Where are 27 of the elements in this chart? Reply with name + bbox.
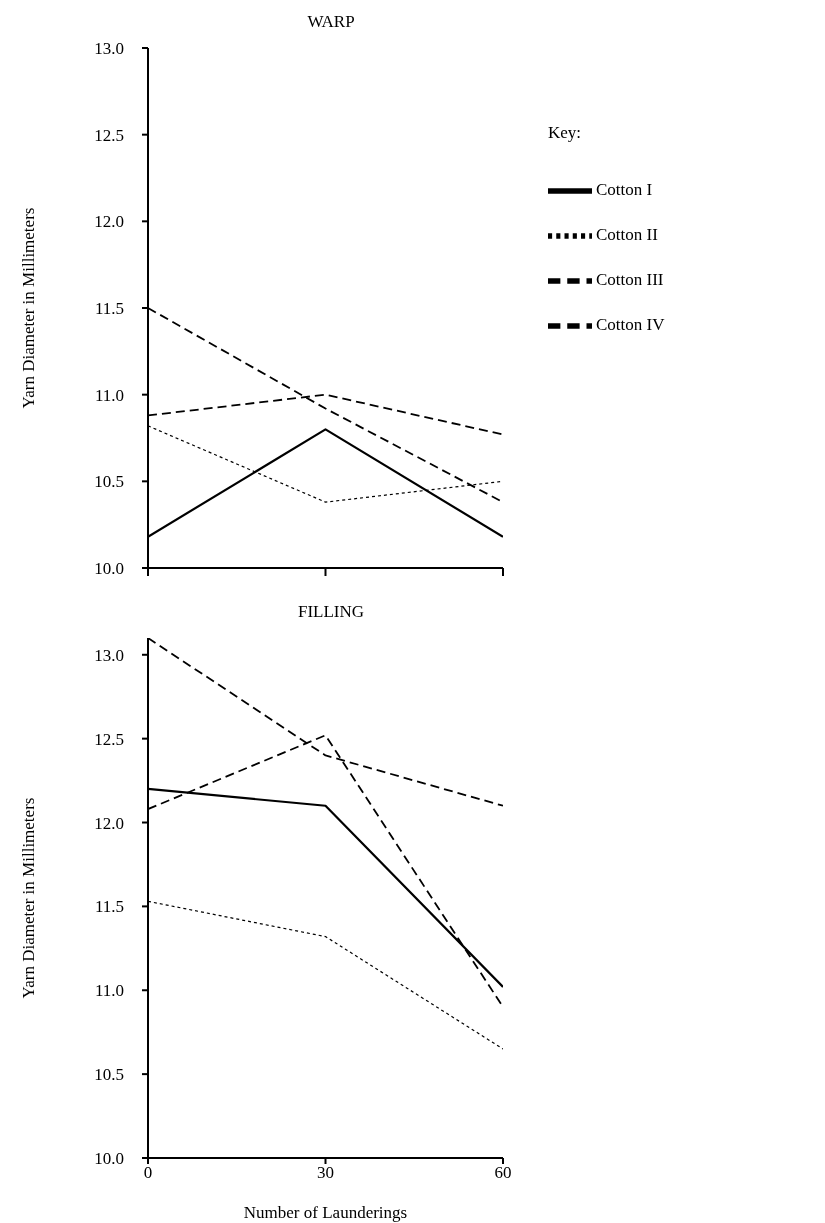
chart-title: FILLING bbox=[296, 602, 366, 622]
y-tick-label: 12.5 bbox=[94, 729, 124, 749]
y-tick-label: 11.5 bbox=[94, 897, 124, 917]
x-axis-title: Number of Launderings bbox=[243, 1203, 408, 1222]
y-tick-label: 10.0 bbox=[94, 559, 124, 579]
y-tick-label: 12.0 bbox=[94, 212, 124, 232]
y-axis-title: Yarn Diameter in Millimeters bbox=[19, 797, 39, 999]
y-tick-label: 12.0 bbox=[94, 813, 124, 833]
legend-label: Cotton IV bbox=[596, 315, 665, 335]
y-tick-label: 13.0 bbox=[94, 39, 124, 59]
y-tick-label: 10.0 bbox=[94, 1149, 124, 1169]
x-tick-label: 60 bbox=[494, 1163, 512, 1183]
y-tick-label: 10.5 bbox=[94, 1065, 124, 1085]
x-tick-label: 0 bbox=[143, 1163, 153, 1183]
x-tick-label: 30 bbox=[317, 1163, 334, 1183]
legend-title: Key: bbox=[548, 123, 582, 143]
legend-label: Cotton III bbox=[596, 270, 664, 290]
y-tick-label: 11.0 bbox=[94, 385, 124, 405]
legend-label: Cotton II bbox=[596, 225, 658, 245]
legend-label: Cotton I bbox=[596, 180, 653, 199]
y-tick-label: 12.5 bbox=[94, 125, 124, 145]
y-axis-title: Yarn Diameter in Millimeters bbox=[19, 207, 39, 409]
y-tick-label: 13.0 bbox=[94, 645, 124, 665]
chart-title: WARP bbox=[306, 12, 356, 32]
y-tick-label: 11.5 bbox=[94, 299, 124, 319]
y-tick-label: 10.5 bbox=[94, 472, 124, 492]
y-tick-label: 11.0 bbox=[94, 981, 124, 1001]
